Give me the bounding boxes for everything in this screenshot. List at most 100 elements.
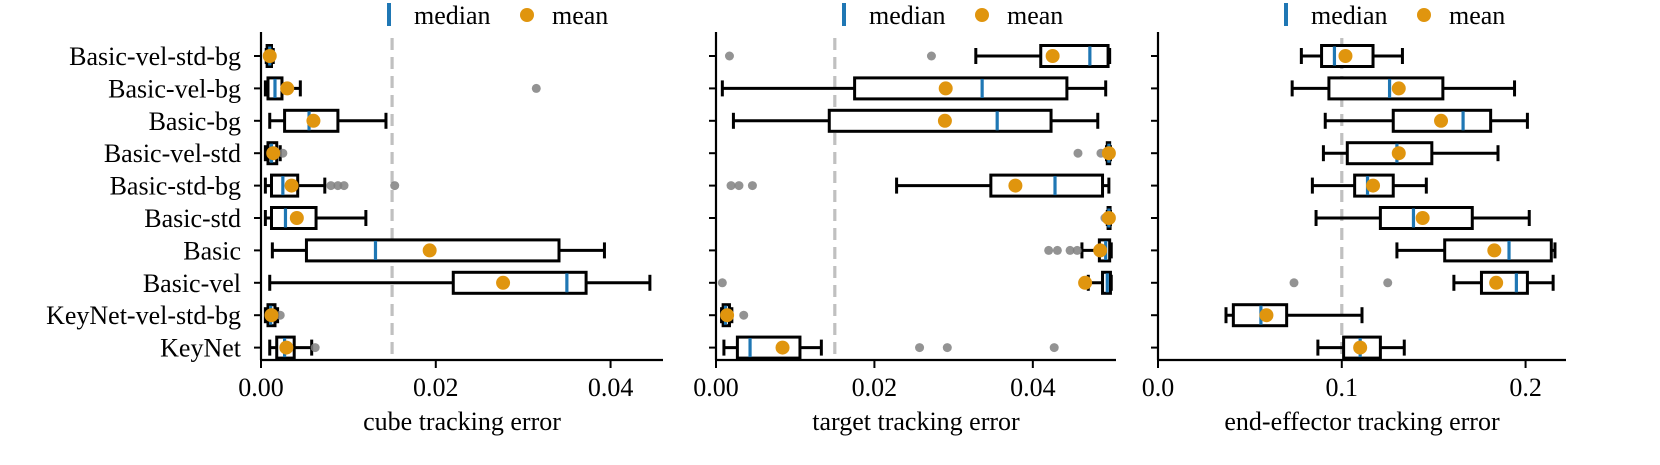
outlier-point (926, 51, 936, 61)
legend-mean-icon (1417, 8, 1431, 22)
mean-marker (1366, 178, 1381, 193)
x-tick-label: 0.2 (1509, 373, 1542, 402)
outlier-point (531, 83, 541, 93)
mean-marker (289, 211, 304, 225)
outlier-point (717, 278, 727, 288)
category-label: Basic-vel-std-bg (69, 42, 241, 71)
category-label: KeyNet-vel-std-bg (46, 301, 241, 330)
outlier-point (1065, 245, 1075, 255)
mean-marker (496, 275, 511, 290)
outlier-point (278, 148, 288, 158)
category-label: Basic (183, 236, 241, 265)
mean-marker (937, 113, 952, 128)
legend: median mean (1284, 1, 1505, 30)
box-Basic-vel-std-bg (262, 44, 277, 68)
box-Basic (1395, 238, 1557, 263)
outlier-point (310, 343, 320, 353)
outlier-point (1289, 278, 1299, 288)
mean-marker (938, 81, 953, 96)
iqr-box (1345, 141, 1434, 166)
outlier-point (1072, 245, 1082, 255)
outlier-point (339, 181, 349, 191)
x-tick-label: 0.1 (1326, 373, 1359, 402)
category-label: Basic-std (144, 204, 241, 233)
mean-marker (1415, 211, 1430, 225)
iqr-box (853, 76, 1069, 101)
category-label: KeyNet (160, 334, 242, 363)
outlier-point (739, 310, 749, 320)
box-Basic-std (1314, 206, 1531, 230)
box-Basic-std-bg (263, 173, 400, 198)
mean-marker (422, 243, 437, 258)
outlier-point (1052, 245, 1062, 255)
mean-marker (1093, 243, 1108, 258)
x-tick-label: 0.00 (693, 373, 739, 402)
box-Basic-vel-bg (1290, 76, 1517, 101)
box-Basic (270, 238, 606, 263)
iqr-box (451, 270, 588, 295)
box-KeyNet-vel-std-bg (720, 303, 749, 328)
box-Basic-vel-std (1073, 141, 1116, 166)
category-label: Basic-vel-bg (108, 74, 241, 103)
outlier-point (724, 51, 734, 61)
iqr-box (735, 335, 802, 360)
box-Basic-vel (268, 270, 652, 295)
box-Basic-bg (268, 108, 388, 133)
box-Basic-std-bg (726, 173, 1111, 198)
outlier-point (915, 343, 925, 353)
category-label: Basic-std-bg (110, 172, 241, 201)
legend: median mean (842, 1, 1063, 30)
panel-3: 0.0 0.1 0.2 end-effector tracking error medi… (1142, 1, 1566, 436)
mean-marker (775, 340, 790, 355)
box-Basic-bg (731, 108, 1100, 133)
iqr-box (989, 173, 1105, 198)
legend-median-label: median (414, 1, 491, 30)
mean-marker (1487, 243, 1502, 258)
mean-marker (1101, 146, 1116, 161)
mean-marker (1353, 340, 1368, 355)
box-Basic-bg (1323, 108, 1529, 133)
box-KeyNet-vel-std-bg (1224, 303, 1364, 328)
legend: median mean (387, 1, 608, 30)
x-axis-label: cube tracking error (363, 407, 561, 436)
legend-mean-label: mean (552, 1, 608, 30)
x-tick-label: 0.04 (1010, 373, 1056, 402)
legend-median-label: median (1311, 1, 1388, 30)
box-Basic-std (1100, 206, 1116, 230)
outlier-point (1073, 148, 1083, 158)
category-label: Basic-vel (143, 269, 241, 298)
mean-marker (279, 340, 294, 355)
category-label: Basic-bg (149, 107, 241, 136)
box-Basic-vel-std (263, 141, 288, 166)
mean-marker (1045, 49, 1060, 63)
legend-mean-icon (975, 8, 989, 22)
outlier-point (326, 181, 336, 191)
legend-mean-label: mean (1449, 1, 1505, 30)
x-tick-label: 0.0 (1142, 373, 1175, 402)
mean-marker (1078, 275, 1093, 290)
box-KeyNet-vel-std-bg (263, 303, 285, 328)
category-label: Basic-vel-std (104, 139, 241, 168)
outlier-point (734, 181, 744, 191)
mean-marker (1101, 211, 1116, 225)
x-axis-label: end-effector tracking error (1224, 407, 1500, 436)
outlier-point (1044, 245, 1054, 255)
mean-marker (280, 81, 295, 96)
box-Basic-vel-bg (720, 76, 1108, 101)
box-Basic-vel-std (1321, 141, 1500, 166)
legend-mean-icon (520, 8, 534, 22)
x-tick-label: 0.04 (588, 373, 634, 402)
mean-marker (1489, 275, 1504, 290)
x-tick-label: 0.02 (413, 373, 459, 402)
outlier-point (1383, 278, 1393, 288)
box-KeyNet (268, 335, 320, 360)
panel-1: 0.00 0.02 0.04 cube tracking error Basic-vel… (46, 1, 663, 436)
box-KeyNet (722, 335, 1059, 360)
outlier-point (390, 181, 400, 191)
mean-marker (1008, 178, 1023, 193)
outlier-point (726, 181, 736, 191)
mean-marker (262, 49, 277, 63)
box-Basic-std-bg (1310, 173, 1428, 198)
